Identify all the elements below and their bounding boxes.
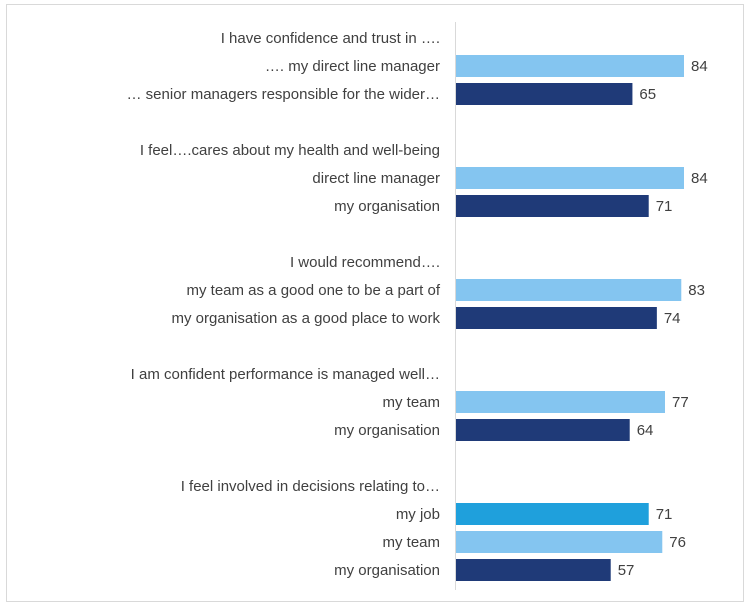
bar-value-label: 77	[672, 394, 689, 411]
category-tick-label: my organisation as a good place to work	[172, 310, 441, 327]
category-tick-label: my job	[396, 506, 440, 523]
bar	[456, 83, 633, 105]
category-tick-label: my organisation	[334, 198, 440, 215]
bar-value-label: 65	[639, 86, 656, 103]
category-tick-label: …. my direct line manager	[265, 58, 440, 75]
bar-value-label: 57	[618, 562, 635, 579]
category-tick-label: my organisation	[334, 562, 440, 579]
bar-value-label: 84	[691, 58, 708, 75]
bar	[456, 279, 682, 301]
bar	[456, 195, 649, 217]
group-header-label: I feel….cares about my health and well-b…	[140, 142, 440, 159]
group-header-label: I would recommend….	[290, 254, 440, 271]
bar	[456, 531, 663, 553]
category-tick-label: my organisation	[334, 422, 440, 439]
bar	[456, 391, 665, 413]
category-tick-label: my team as a good one to be a part of	[187, 282, 441, 299]
group-header-label: I am confident performance is managed we…	[131, 366, 440, 383]
group-header-label: I have confidence and trust in ….	[221, 30, 440, 47]
bar	[456, 55, 684, 77]
bar-value-label: 74	[664, 310, 681, 327]
bar	[456, 559, 611, 581]
bar	[456, 503, 649, 525]
bar-value-label: 71	[656, 506, 673, 523]
bar	[456, 307, 657, 329]
category-tick-label: direct line manager	[312, 170, 440, 187]
chart-frame	[6, 4, 744, 602]
bar-value-label: 64	[637, 422, 654, 439]
bar	[456, 167, 684, 189]
category-tick-label: my team	[382, 534, 440, 551]
bar-value-label: 71	[656, 198, 673, 215]
category-tick-label: … senior managers responsible for the wi…	[127, 86, 440, 103]
category-tick-label: my team	[382, 394, 440, 411]
group-header-label: I feel involved in decisions relating to…	[181, 478, 440, 495]
bar-value-label: 76	[669, 534, 686, 551]
bar-value-label: 84	[691, 170, 708, 187]
bar-value-label: 83	[688, 282, 705, 299]
bar	[456, 419, 630, 441]
